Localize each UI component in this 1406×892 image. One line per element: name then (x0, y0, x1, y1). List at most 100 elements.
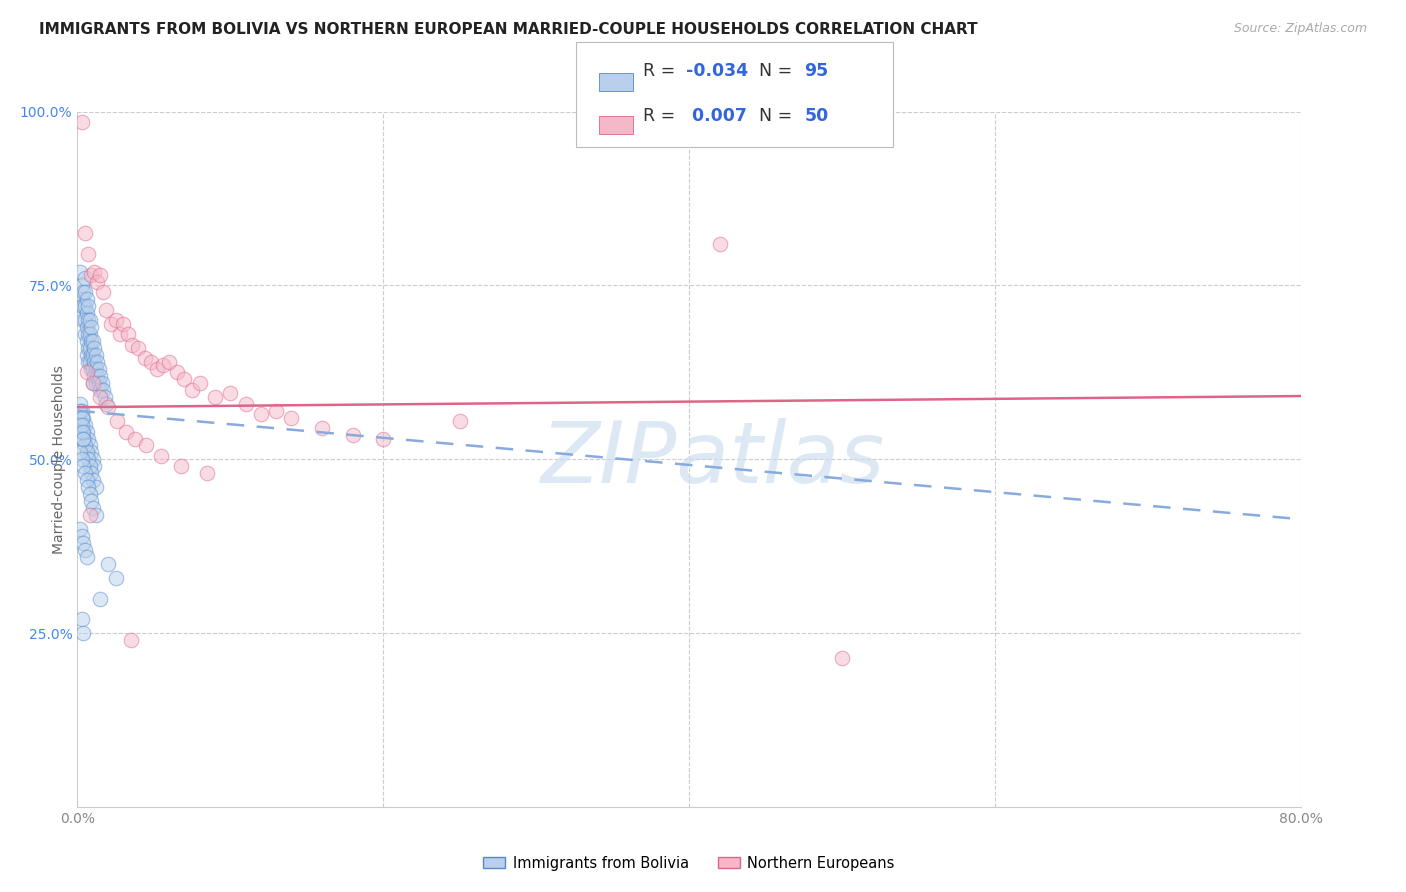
Point (83, 341, 105, 355)
Point (280, 410, 302, 425)
Point (709, 236, 731, 251)
Point (70, 278, 93, 293)
Point (108, 327, 131, 342)
Point (135, 438, 157, 452)
Point (73, 299, 96, 313)
Point (70, 612, 93, 626)
Point (157, 355, 180, 369)
Point (91, 285, 114, 300)
Point (97, 401, 120, 415)
Point (72, 432, 94, 446)
Point (79, 459, 101, 474)
Point (70, 452, 93, 467)
Point (80, 362, 103, 376)
Point (124, 432, 146, 446)
Point (77, 327, 100, 342)
Point (72, 536, 94, 550)
Point (89, 383, 111, 397)
Text: R =: R = (643, 107, 681, 125)
Point (127, 341, 149, 355)
Y-axis label: Married-couple Households: Married-couple Households (52, 365, 66, 554)
Point (83, 264, 105, 278)
Point (70, 299, 93, 313)
Point (134, 351, 156, 366)
Point (235, 397, 257, 411)
Point (86, 355, 108, 369)
Text: ZIPatlas: ZIPatlas (541, 417, 886, 501)
Point (73, 285, 96, 300)
Point (72, 432, 94, 446)
Point (86, 275, 108, 289)
Text: N =: N = (759, 107, 799, 125)
Point (69, 264, 91, 278)
Legend: Immigrants from Bolivia, Northern Europeans: Immigrants from Bolivia, Northern Europe… (478, 850, 900, 877)
Point (77, 247, 100, 261)
Point (73, 542, 96, 557)
Point (84, 508, 107, 522)
Point (80, 268, 103, 282)
Point (72, 425, 94, 439)
Point (89, 268, 111, 282)
Point (82, 334, 104, 348)
Point (79, 327, 101, 342)
Point (82, 348, 104, 362)
Point (84, 348, 107, 362)
Point (121, 337, 143, 351)
Point (69, 445, 91, 459)
Point (79, 438, 101, 452)
Text: N =: N = (759, 62, 799, 80)
Point (77, 480, 100, 494)
Point (84, 362, 107, 376)
Point (70, 410, 93, 425)
Point (84, 376, 107, 390)
Point (150, 449, 173, 463)
Point (204, 390, 226, 404)
Point (82, 473, 104, 487)
Text: 50: 50 (804, 107, 828, 125)
Point (80, 494, 103, 508)
Point (77, 452, 100, 467)
Point (87, 362, 110, 376)
Point (250, 407, 273, 421)
Point (77, 341, 100, 355)
Point (152, 359, 174, 373)
Point (77, 299, 100, 313)
Point (72, 626, 94, 640)
Point (77, 355, 100, 369)
Point (371, 432, 394, 446)
Point (91, 383, 114, 397)
Point (83, 368, 105, 383)
Point (449, 414, 471, 428)
Point (70, 529, 93, 543)
Point (264, 403, 287, 417)
Point (97, 557, 120, 571)
Point (86, 368, 108, 383)
Point (70, 115, 93, 129)
Point (188, 376, 211, 390)
Point (76, 334, 98, 348)
Point (219, 386, 242, 401)
Point (76, 293, 98, 307)
Point (82, 452, 104, 467)
Point (72, 313, 94, 327)
Point (82, 376, 104, 390)
Point (72, 459, 94, 474)
Point (82, 376, 104, 390)
Point (76, 306, 98, 320)
Point (342, 428, 364, 442)
Point (73, 313, 96, 327)
Point (76, 473, 98, 487)
Point (195, 467, 218, 481)
Point (73, 227, 96, 241)
Point (69, 397, 91, 411)
Point (69, 403, 91, 417)
Point (73, 438, 96, 452)
Point (72, 410, 94, 425)
Text: 0.007: 0.007 (686, 107, 747, 125)
Point (70, 425, 93, 439)
Point (70, 417, 93, 432)
Point (80, 445, 103, 459)
Point (79, 341, 101, 355)
Point (117, 327, 139, 342)
Text: IMMIGRANTS FROM BOLIVIA VS NORTHERN EUROPEAN MARRIED-COUPLE HOUSEHOLDS CORRELATI: IMMIGRANTS FROM BOLIVIA VS NORTHERN EURO… (39, 22, 979, 37)
